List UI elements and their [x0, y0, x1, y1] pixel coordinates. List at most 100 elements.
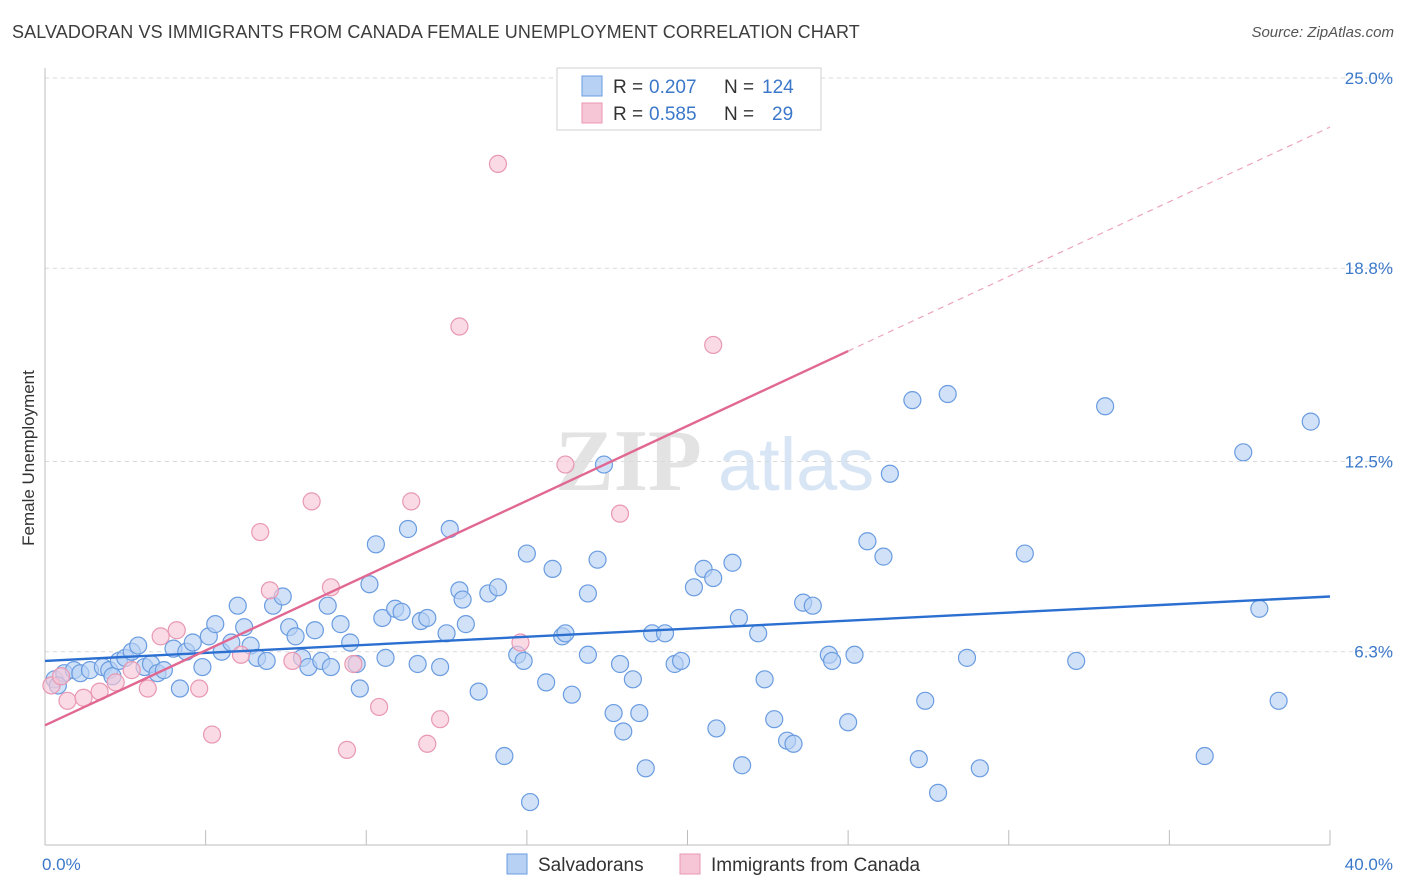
data-point — [822, 651, 842, 671]
data-point — [514, 651, 533, 671]
data-point — [903, 391, 922, 410]
data-point — [202, 725, 222, 744]
data-point — [370, 697, 389, 717]
data-point — [938, 384, 957, 404]
legend-n-label-1: N = — [724, 77, 754, 98]
legend-r-label-1: R = — [613, 77, 643, 98]
legend-swatch-canada — [581, 102, 603, 124]
x-tick-label-min: 0.0% — [42, 855, 81, 874]
data-point — [614, 722, 633, 741]
data-point — [1250, 599, 1269, 618]
series-legend: Salvadorans Immigrants from Canada — [506, 853, 921, 876]
data-point — [517, 544, 536, 563]
data-point — [231, 645, 251, 664]
data-point — [366, 535, 385, 554]
data-point — [106, 673, 125, 692]
y-tick-label: 12.5% — [1345, 453, 1393, 472]
data-point — [733, 756, 752, 775]
legend-n-value-1: 124 — [762, 77, 794, 98]
stats-legend: R = 0.207 N = 124 R = 0.585 N = 29 — [556, 67, 822, 131]
bottom-legend-label-canada: Immigrants from Canada — [711, 855, 921, 876]
data-point — [122, 661, 141, 680]
data-point — [151, 627, 170, 646]
data-point — [228, 596, 247, 615]
data-point — [51, 667, 71, 686]
data-point — [206, 615, 225, 634]
x-ticks — [205, 830, 1331, 845]
data-point — [578, 584, 598, 603]
data-point — [578, 645, 598, 664]
data-point — [729, 608, 749, 628]
data-point — [803, 596, 822, 615]
data-point — [707, 719, 726, 738]
data-point — [321, 657, 341, 677]
trend-line-salvadorans — [44, 595, 1331, 663]
series-canada-points — [42, 154, 723, 759]
data-point — [520, 792, 540, 812]
data-point — [610, 504, 630, 523]
y-axis-title: Female Unemployment — [19, 370, 38, 546]
source-credit: Source: ZipAtlas.com — [1251, 24, 1394, 41]
legend-swatch-salvadorans — [581, 75, 603, 97]
data-point — [1195, 746, 1214, 766]
y-tick-labels: 6.3% 12.5% 18.8% 25.0% — [1345, 69, 1393, 662]
data-point — [704, 568, 723, 588]
data-point — [318, 596, 337, 615]
data-point — [418, 608, 437, 628]
data-point — [408, 654, 427, 674]
legend-n-label-2: N = — [724, 104, 754, 125]
data-point — [1269, 691, 1288, 710]
data-point — [765, 710, 784, 729]
trend-line-canada-extension — [847, 126, 1331, 352]
data-point — [684, 578, 704, 597]
data-point — [418, 734, 437, 753]
watermark-atlas: atlas — [718, 423, 874, 506]
data-point — [398, 519, 418, 539]
data-point — [636, 759, 655, 778]
data-point — [402, 492, 421, 511]
data-point — [350, 679, 369, 698]
legend-n-value-2: 29 — [772, 104, 793, 125]
watermark: ZIP atlas — [555, 413, 874, 510]
data-point — [456, 615, 475, 634]
data-point — [283, 651, 302, 671]
data-point — [344, 654, 363, 674]
series-salvadorans-points — [45, 384, 1320, 812]
bottom-legend-label-salvadorans: Salvadorans — [538, 855, 644, 876]
data-point — [495, 746, 514, 766]
data-point — [610, 654, 630, 674]
data-point — [556, 624, 575, 643]
data-point — [257, 651, 276, 671]
data-point — [623, 670, 642, 689]
data-point — [129, 636, 148, 655]
data-point — [839, 713, 858, 732]
data-point — [58, 691, 77, 710]
data-point — [373, 608, 392, 628]
data-point — [755, 670, 774, 689]
data-point — [331, 615, 350, 634]
data-point — [845, 645, 864, 664]
bottom-legend-swatch-salvadorans — [506, 853, 528, 875]
data-point — [431, 710, 450, 729]
data-point — [1234, 443, 1253, 462]
data-point — [183, 633, 202, 652]
data-point — [437, 624, 456, 643]
data-point — [167, 621, 186, 640]
data-point — [450, 317, 469, 336]
data-point — [749, 624, 768, 643]
data-point — [1096, 397, 1115, 416]
data-point — [1301, 412, 1320, 431]
data-point — [970, 759, 989, 778]
data-point — [469, 682, 488, 701]
data-point — [604, 703, 623, 723]
data-point — [784, 734, 803, 753]
data-point — [341, 633, 360, 652]
data-point — [671, 651, 691, 671]
trend-lines — [44, 126, 1331, 727]
data-point — [1067, 651, 1086, 671]
y-tick-label: 18.8% — [1345, 259, 1393, 278]
gridlines — [45, 77, 1393, 653]
data-point — [630, 703, 649, 723]
data-point — [1015, 544, 1034, 563]
